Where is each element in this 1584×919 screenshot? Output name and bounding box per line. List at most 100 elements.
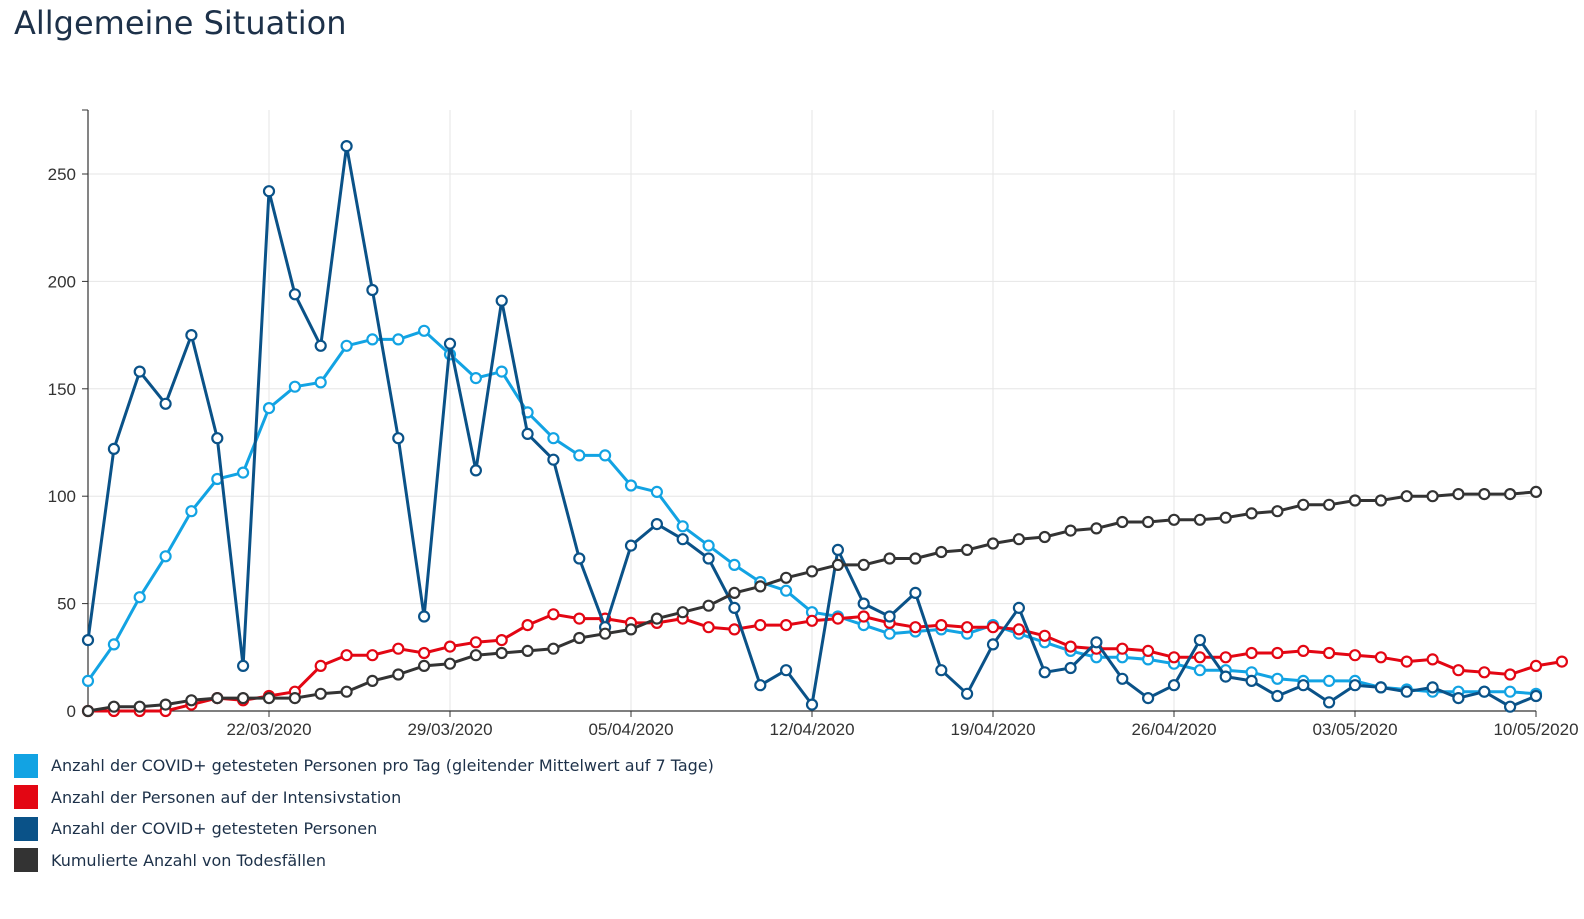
data-point xyxy=(1348,649,1362,662)
data-point xyxy=(1322,498,1336,511)
data-point xyxy=(288,380,301,393)
data-point xyxy=(314,376,327,389)
x-tick-label: 10/05/2020 xyxy=(1493,720,1578,739)
data-point xyxy=(366,649,379,662)
data-point xyxy=(779,618,793,632)
data-point xyxy=(1322,696,1336,709)
data-point xyxy=(469,372,482,385)
data-point xyxy=(1038,629,1051,642)
data-point xyxy=(392,668,405,681)
legend-item[interactable]: Anzahl der Personen auf der Intensivstat… xyxy=(14,782,714,814)
data-point xyxy=(1193,513,1207,526)
y-tick-label: 0 xyxy=(67,702,76,721)
data-point xyxy=(495,294,508,307)
data-point xyxy=(1271,505,1284,518)
y-tick-label: 150 xyxy=(48,380,76,399)
data-point xyxy=(1271,672,1284,685)
data-point xyxy=(237,659,250,673)
data-point xyxy=(702,539,715,552)
data-point xyxy=(650,612,664,625)
data-point xyxy=(366,283,379,297)
data-point xyxy=(521,427,534,440)
data-point xyxy=(1426,490,1439,503)
data-point xyxy=(1271,689,1284,703)
data-point xyxy=(211,432,224,445)
data-point xyxy=(909,586,922,600)
data-point xyxy=(805,565,819,578)
data-point xyxy=(1322,674,1336,688)
data-point xyxy=(469,464,482,477)
data-point xyxy=(754,580,767,593)
legend-item[interactable]: Kumulierte Anzahl von Todesfällen xyxy=(14,845,714,877)
data-point xyxy=(340,140,353,153)
x-tick-label: 29/03/2020 xyxy=(407,720,492,739)
data-point xyxy=(1348,679,1362,692)
data-point xyxy=(495,646,508,660)
data-point xyxy=(779,664,793,677)
data-point xyxy=(754,679,767,692)
data-point xyxy=(676,520,689,533)
data-point xyxy=(573,612,586,625)
data-point xyxy=(366,333,379,346)
data-point xyxy=(1064,661,1077,675)
data-point xyxy=(1141,515,1155,529)
data-point xyxy=(211,691,224,705)
data-point xyxy=(340,685,353,698)
data-point xyxy=(469,649,482,662)
data-point xyxy=(1245,507,1258,520)
legend-item[interactable]: Anzahl der COVID+ getesteten Personen xyxy=(14,813,714,845)
data-point xyxy=(521,618,534,632)
data-point xyxy=(986,638,1000,651)
data-point xyxy=(702,599,715,612)
data-point xyxy=(1400,685,1413,698)
data-point xyxy=(857,597,870,610)
data-point xyxy=(418,610,431,623)
data-point xyxy=(1348,494,1362,507)
data-point xyxy=(237,691,250,705)
data-point xyxy=(1478,685,1491,698)
data-point xyxy=(960,687,974,700)
data-point xyxy=(1322,646,1336,660)
data-point xyxy=(624,623,638,636)
data-point xyxy=(81,633,95,647)
data-point xyxy=(443,657,457,670)
data-point xyxy=(185,329,198,342)
y-tick-label: 200 xyxy=(48,272,76,291)
data-point xyxy=(107,638,121,651)
data-point xyxy=(598,627,612,640)
data-point xyxy=(1452,691,1465,705)
data-point xyxy=(392,333,405,346)
series-group xyxy=(81,485,1543,718)
data-point xyxy=(702,552,715,565)
legend-item[interactable]: Anzahl der COVID+ getesteten Personen pr… xyxy=(14,750,714,782)
data-point xyxy=(133,700,146,713)
data-point xyxy=(986,621,1000,634)
data-point xyxy=(1090,522,1103,535)
x-tick-label: 26/04/2020 xyxy=(1131,720,1216,739)
data-point xyxy=(107,700,121,713)
data-point xyxy=(909,621,922,634)
data-point xyxy=(159,698,172,711)
data-point xyxy=(159,550,172,563)
data-point xyxy=(1064,524,1077,537)
data-point xyxy=(288,288,301,301)
data-point xyxy=(573,631,586,645)
data-point xyxy=(960,621,974,634)
data-point xyxy=(624,479,638,492)
x-tick-label: 03/05/2020 xyxy=(1312,720,1397,739)
series-lines xyxy=(81,140,1569,718)
data-point xyxy=(314,339,327,352)
data-point xyxy=(779,584,793,597)
data-point xyxy=(1038,530,1051,544)
legend-swatch xyxy=(14,816,38,841)
y-tick-label: 250 xyxy=(48,165,76,184)
y-tick-label: 50 xyxy=(57,595,76,614)
data-point xyxy=(728,601,741,615)
data-point xyxy=(831,558,845,572)
data-point xyxy=(1529,689,1543,703)
legend: Anzahl der COVID+ getesteten Personen pr… xyxy=(14,750,714,876)
data-point xyxy=(1297,498,1310,511)
data-point xyxy=(1219,670,1232,683)
data-point xyxy=(443,337,457,350)
data-point xyxy=(1452,664,1465,677)
